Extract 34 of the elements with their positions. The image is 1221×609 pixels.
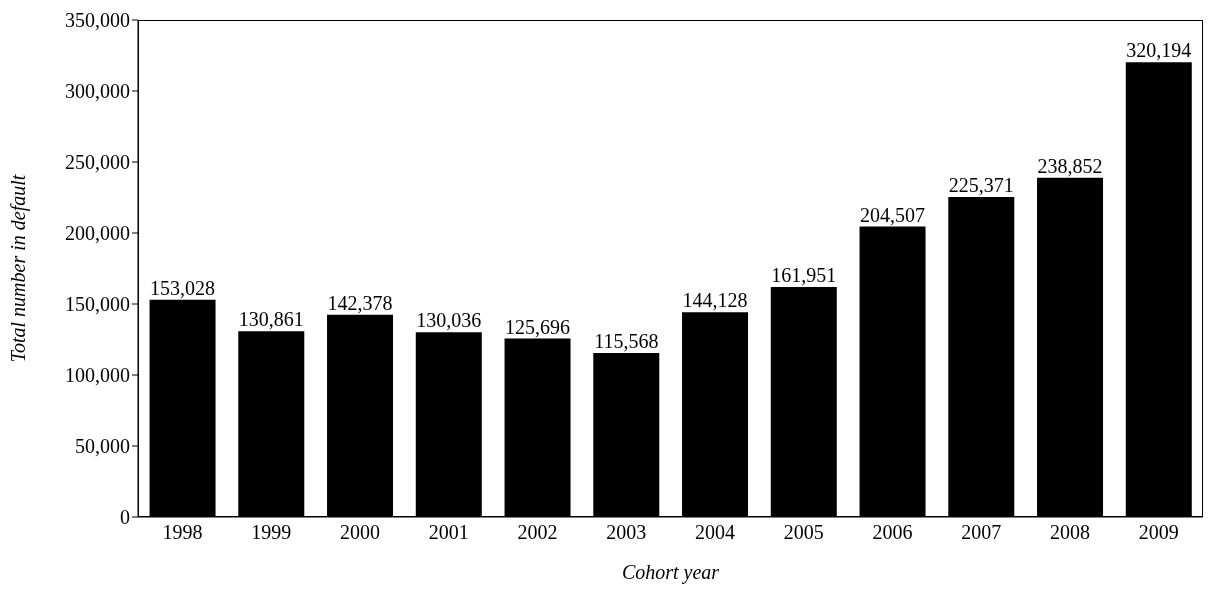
x-tick-label: 2004: [694, 521, 735, 544]
x-tick-label: 1998: [162, 521, 203, 544]
data-label: 130,036: [416, 309, 482, 332]
y-tick-label: 50,000: [75, 435, 130, 458]
y-tick-label: 100,000: [65, 364, 130, 387]
data-label: 130,861: [238, 308, 304, 331]
y-tick-label: 150,000: [65, 293, 130, 316]
x-tick-label: 2007: [961, 521, 1002, 544]
data-label: 125,696: [505, 315, 571, 338]
x-tick-label: 2006: [872, 521, 913, 544]
x-tick-label: 2000: [339, 521, 380, 544]
y-tick-label: 200,000: [65, 222, 130, 245]
x-tick-label: 2009: [1138, 521, 1179, 544]
data-label: 238,852: [1037, 154, 1103, 177]
data-label: 225,371: [948, 173, 1014, 196]
data-label: 204,507: [860, 203, 926, 226]
x-tick-label: 2001: [428, 521, 469, 544]
data-label: 153,028: [150, 276, 216, 299]
x-tick-label: 2003: [606, 521, 647, 544]
y-tick-label: 250,000: [65, 151, 130, 174]
x-tick-label: 2008: [1049, 521, 1090, 544]
y-tick-label: 350,000: [65, 9, 130, 32]
x-axis-title: Cohort year: [621, 561, 720, 585]
x-tick-label: 2002: [517, 521, 558, 544]
data-label: 320,194: [1126, 39, 1192, 62]
y-tick-label: 300,000: [65, 80, 130, 103]
data-label: 161,951: [771, 264, 837, 287]
y-tick-label: 0: [120, 506, 130, 529]
data-label: 115,568: [594, 329, 659, 352]
data-label: 142,378: [327, 291, 393, 314]
x-tick-label: 2005: [783, 521, 824, 544]
x-tick-label: 1999: [251, 521, 292, 544]
y-axis-title: Total number in default: [7, 174, 31, 363]
data-label: 144,128: [682, 289, 748, 312]
